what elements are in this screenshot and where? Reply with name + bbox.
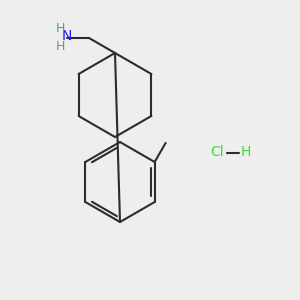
Text: H: H [241,145,251,159]
Text: Cl: Cl [210,145,224,159]
Text: H: H [55,40,65,52]
Text: H: H [55,22,65,34]
Text: N: N [62,29,72,43]
